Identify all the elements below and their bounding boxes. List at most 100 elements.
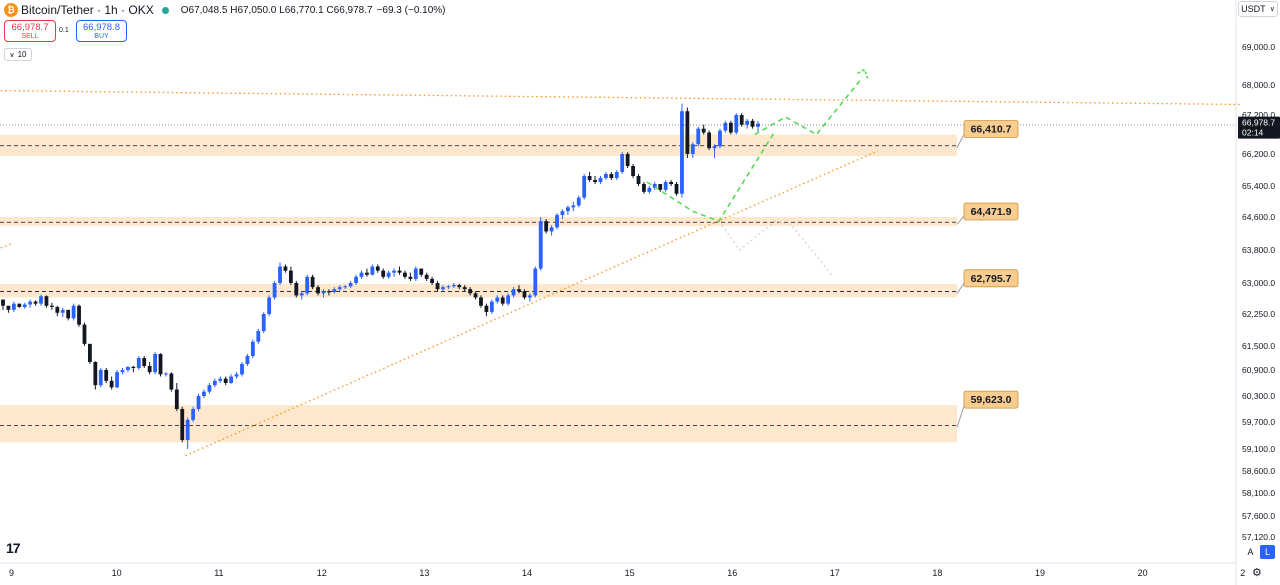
y-tick-label: 67,200.0 (1242, 110, 1275, 120)
candle-body (718, 130, 722, 147)
candle-body (430, 278, 435, 283)
candle-body (614, 172, 619, 178)
x-tick-label: 9 (9, 568, 14, 578)
y-tick-label: 68,000.0 (1242, 80, 1275, 90)
candle (126, 366, 130, 373)
candle-body (484, 305, 489, 312)
candle-body (245, 356, 250, 364)
candle (120, 368, 125, 375)
candle-body (196, 396, 201, 409)
candle-body (680, 111, 684, 194)
candle (305, 274, 310, 296)
candle (652, 182, 657, 190)
candle (283, 264, 288, 273)
symbol-title[interactable]: Bitcoin/Tether · 1h · OKX (21, 3, 154, 17)
candle-body (272, 283, 277, 298)
price-axis: 69,000.0 68,000.0 67,200.0 66,200.0 65,400.0… (1242, 42, 1275, 542)
x-tick-label: 20 (1138, 568, 1148, 578)
y-tick-label: 58,100.0 (1242, 488, 1275, 498)
currency-unit-select[interactable]: USDT ∨ (1238, 1, 1278, 17)
candle (1, 299, 5, 310)
candle-body (669, 182, 673, 184)
candle-body (522, 291, 527, 298)
support-level-lines (0, 145, 957, 426)
candle-body (555, 215, 559, 228)
candle-body (256, 331, 261, 342)
candle (712, 144, 717, 158)
candle-body (636, 176, 641, 184)
candle-body (115, 372, 119, 388)
candle-body (593, 180, 597, 182)
volume-toggle-value: 10 (17, 50, 27, 59)
gear-icon[interactable]: ⚙ (1252, 567, 1262, 579)
support-label-box (963, 202, 1019, 221)
x-tick-label: 15 (625, 568, 635, 578)
tradingview-logo[interactable]: 17 (6, 540, 21, 556)
candle-body (109, 380, 114, 388)
candle-body (441, 287, 445, 290)
sell-label: SELL (21, 33, 39, 40)
support-label: 66,410.7 (971, 124, 1012, 136)
candle (365, 268, 369, 277)
sell-button[interactable]: 66,978.7 SELL (4, 20, 56, 42)
candle-body (370, 266, 375, 275)
candle (631, 164, 635, 178)
candle (223, 376, 228, 386)
projection-alt-path (646, 130, 777, 223)
auto-scale-button[interactable]: A (1247, 547, 1254, 557)
x-tick-label: 10 (112, 568, 122, 578)
candle (511, 287, 516, 298)
candle (6, 305, 11, 313)
candle (517, 285, 521, 294)
candle (326, 289, 331, 296)
candle (136, 356, 141, 370)
candle-body (332, 289, 337, 293)
chevron-down-icon: ∨ (1269, 6, 1275, 13)
candle (234, 372, 239, 379)
candle-body (39, 296, 43, 304)
candle (451, 283, 456, 288)
candle (169, 372, 174, 392)
support-label: 64,471.9 (971, 206, 1012, 218)
candle (33, 300, 38, 306)
candle (354, 274, 358, 286)
candle-body (652, 184, 657, 188)
symbol-header: ₿ Bitcoin/Tether · 1h · OKX O67,048.5 H6… (4, 2, 446, 18)
candle (571, 201, 576, 212)
candle-body (147, 366, 152, 373)
candle-body (6, 305, 11, 310)
candle (604, 172, 608, 180)
candle-body (435, 283, 440, 290)
candle-body (479, 297, 483, 306)
candle-body (337, 287, 342, 290)
candle-body (164, 373, 168, 375)
candle (446, 285, 451, 290)
x-tick-label: 2 (1240, 568, 1245, 578)
candle-body (267, 297, 272, 314)
candle (642, 182, 646, 194)
candle (435, 280, 440, 292)
candle (690, 142, 695, 158)
candle-body (44, 296, 49, 306)
candle-body (11, 303, 16, 310)
log-scale-button[interactable]: L (1260, 545, 1275, 559)
candle-body (158, 354, 163, 375)
x-tick-label: 19 (1035, 568, 1045, 578)
candle-body (17, 303, 22, 307)
candle-body (28, 301, 33, 305)
candle (728, 120, 733, 135)
candle (468, 287, 473, 296)
candle (473, 291, 478, 300)
candle (261, 311, 266, 334)
candle-body (631, 166, 635, 176)
volume-toggle[interactable]: ∨ 10 (4, 48, 32, 61)
buy-button[interactable]: 66,978.8 BUY (76, 20, 127, 42)
candle-body (598, 178, 603, 182)
support-label-pointer (956, 402, 966, 428)
candle-body (375, 266, 380, 271)
candle-body (343, 286, 348, 288)
candle-body (696, 128, 701, 145)
candle (229, 374, 234, 384)
candle (278, 262, 282, 286)
